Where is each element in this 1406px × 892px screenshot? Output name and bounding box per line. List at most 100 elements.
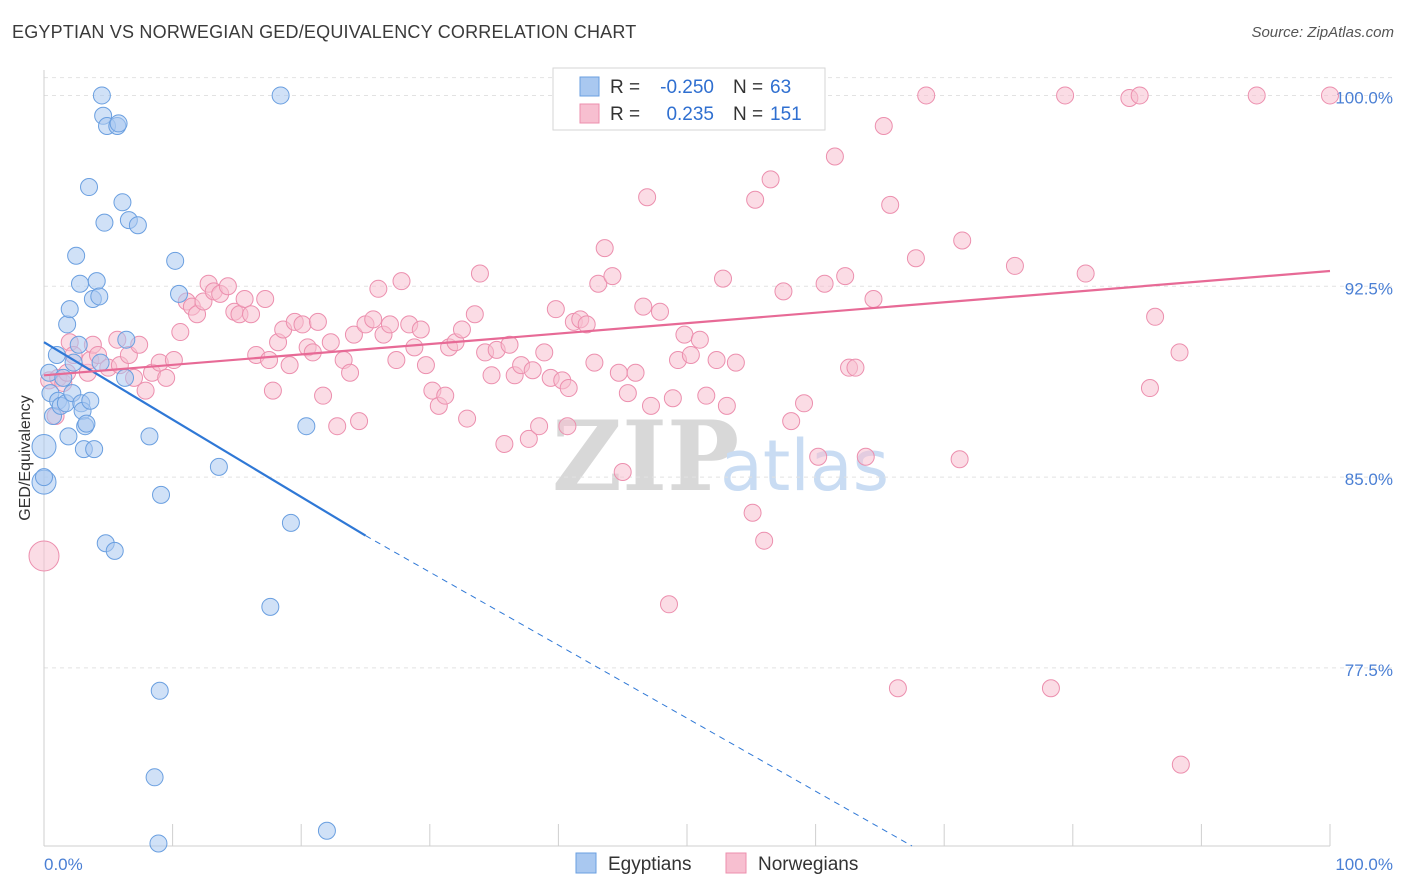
egyptian-point (116, 368, 135, 387)
norwegian-point (452, 320, 471, 339)
bottom-legend-swatch-egyptians (575, 852, 597, 874)
egyptian-point (297, 417, 316, 436)
norwegian-point (1146, 307, 1165, 326)
norwegian-point (641, 396, 660, 415)
norwegian-point (260, 351, 279, 370)
norwegian-point (495, 435, 514, 454)
grid (44, 77, 1394, 669)
norwegian-point (815, 274, 834, 293)
egyptian-point (31, 434, 57, 460)
norwegian-point (659, 595, 678, 614)
egyptian-point (150, 681, 169, 700)
norwegian-point (171, 323, 190, 342)
norwegian-point (530, 417, 549, 436)
norwegian-point (380, 315, 399, 334)
egyptian-point (69, 335, 88, 354)
y-axis-label: GED/Equivalency (17, 395, 34, 520)
egyptian-point (35, 468, 53, 487)
norwegian-point (157, 368, 176, 387)
legend-swatch-egyptians (579, 76, 600, 97)
norwegian-point (650, 302, 669, 321)
norwegian-point (28, 540, 60, 572)
egyptian-point (54, 368, 73, 387)
norwegian-point (774, 282, 793, 301)
egyptian-point (90, 287, 109, 306)
egyptian-point (87, 272, 106, 291)
norwegian-point (392, 272, 411, 291)
norwegian-point (846, 358, 865, 377)
norwegian-point (675, 325, 694, 344)
norwegian-point (1321, 86, 1339, 105)
legend-r-label-2: R = (610, 104, 640, 125)
egyptian-point (117, 330, 136, 349)
norwegian-point (1056, 86, 1075, 105)
norwegian-point (387, 351, 406, 370)
norwegian-point (458, 409, 477, 428)
norwegian-point (881, 195, 900, 214)
egyptian-point (152, 485, 171, 504)
norwegian-point (235, 289, 254, 308)
chart-source: Source: ZipAtlas.com (1251, 24, 1394, 41)
norwegian-point (364, 310, 383, 329)
norwegian-point (341, 363, 360, 382)
egyptian-point (58, 315, 77, 334)
y-tick-label-2: 92.5% (1345, 279, 1393, 298)
egyptian-point (261, 597, 280, 616)
norwegian-point (369, 279, 388, 298)
norwegian-point (681, 345, 700, 364)
watermark: ZIP atlas (552, 400, 889, 513)
norwegian-point (634, 297, 653, 316)
norwegian-point (577, 315, 596, 334)
norwegian-point (308, 312, 327, 331)
norwegian-point (714, 269, 733, 288)
norwegian-point (321, 333, 340, 352)
norwegian-point (1130, 86, 1149, 105)
norwegian-point (618, 384, 637, 403)
norwegian-point (1247, 86, 1266, 105)
egyptian-point (59, 427, 78, 446)
egyptians-trend-extension (365, 535, 913, 847)
norwegian-point (242, 305, 261, 324)
egyptian-point (140, 427, 159, 446)
norwegian-point (609, 363, 628, 382)
norwegian-point (603, 267, 622, 286)
norwegian-point (856, 447, 875, 466)
legend-swatch-norwegians (579, 103, 600, 124)
norwegian-point (795, 394, 814, 413)
norwegian-point (482, 366, 501, 385)
bottom-legend-label-norwegians: Norwegians (758, 854, 858, 875)
egyptian-point (128, 216, 147, 235)
egyptian-point (67, 246, 86, 265)
norwegian-point (874, 116, 893, 135)
norwegian-point (558, 417, 577, 436)
norwegian-point (707, 351, 726, 370)
norwegian-point (917, 86, 936, 105)
legend-r-value-2: 0.235 (666, 104, 714, 125)
egyptian-point (271, 86, 290, 105)
chart-title: EGYPTIAN VS NORWEGIAN GED/EQUIVALENCY CO… (12, 22, 637, 42)
norwegian-point (755, 531, 774, 550)
bottom-legend-swatch-norwegians (725, 852, 747, 874)
egyptian-point (92, 86, 111, 105)
legend-n-value-1: 63 (770, 77, 791, 98)
watermark-zip: ZIP (552, 400, 739, 513)
norwegian-point (436, 386, 455, 405)
norwegian-point (416, 356, 435, 375)
legend-r-value-1: -0.250 (660, 77, 714, 98)
egyptian-point (317, 821, 336, 840)
norwegian-point (314, 386, 333, 405)
norwegian-point (950, 450, 969, 469)
norwegian-point (344, 325, 363, 344)
norwegian-point (1041, 679, 1060, 698)
x-ticks (43, 824, 1331, 846)
egyptian-point (71, 274, 90, 293)
egyptian-point (77, 414, 96, 433)
legend-n-label-2: N = (733, 104, 763, 125)
trend-lines (43, 269, 1331, 847)
egyptians-trend-line (43, 341, 367, 537)
norwegian-point (585, 353, 604, 372)
bottom-legend-label-egyptians: Egyptians (608, 854, 691, 875)
egyptian-point (166, 251, 185, 270)
norwegian-point (638, 188, 657, 207)
